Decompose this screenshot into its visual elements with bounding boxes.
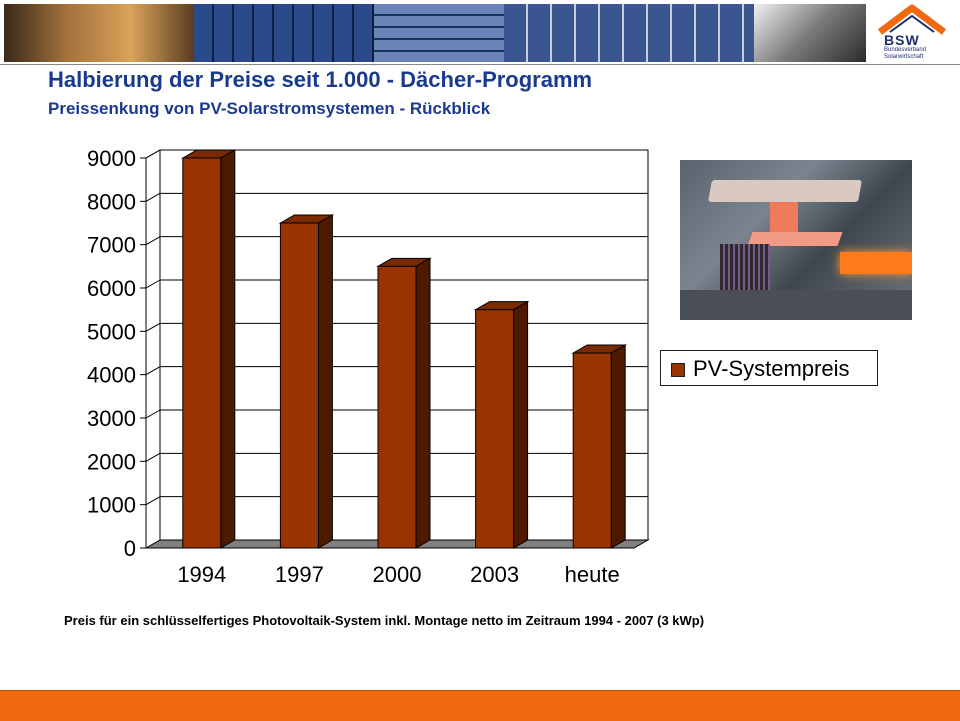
x-tick-label: 2003: [470, 562, 519, 587]
logo-roof-inner-icon: [889, 14, 935, 33]
gridline-depth: [145, 236, 161, 246]
banner-photo-solar-array: [504, 4, 754, 62]
gridline-depth: [145, 452, 161, 462]
x-tick-label: heute: [565, 562, 620, 587]
bar-side: [317, 214, 333, 549]
y-axis-top: [145, 149, 161, 159]
banner-photo-solar-cells: [194, 4, 374, 62]
price-bar-chart: 0 1000 2000 3000 4000 5000 6000 7000 8000 9000 199…: [87, 146, 650, 587]
gridline-depth: [145, 192, 161, 202]
legend-label: PV-Systempreis: [693, 356, 850, 381]
header-divider: [0, 64, 960, 65]
bsw-logo: [877, 4, 947, 35]
y-tick-label: 1000: [87, 493, 136, 518]
bar: [279, 222, 319, 549]
banner-photo-insulators: [754, 4, 866, 62]
y-tick-label: 3000: [87, 406, 136, 431]
bar-side: [415, 257, 431, 549]
gridline-depth: [145, 409, 161, 419]
x-tick-label: 2000: [373, 562, 422, 587]
banner-photo-workers: [4, 4, 194, 62]
logo-text: BSW: [884, 32, 920, 48]
chart-legend: PV-Systempreis: [660, 350, 878, 386]
gridline-depth: [145, 279, 161, 289]
y-tick-label: 6000: [87, 276, 136, 301]
gridline-depth: [145, 496, 161, 506]
gridline-depth: [145, 366, 161, 376]
y-tick-label: 4000: [87, 363, 136, 388]
bar: [377, 265, 417, 549]
legend-swatch: [671, 363, 685, 377]
x-tick-label: 1997: [275, 562, 324, 587]
footer-bar: [0, 690, 960, 721]
logo-roof-icon: [877, 4, 947, 35]
bar: [572, 352, 612, 549]
slide-subtitle: Preissenkung von PV-Solarstromsystemen -…: [48, 99, 491, 118]
y-tick-label: 7000: [87, 233, 136, 258]
logo-subtitle-line1: Bundesverband: [884, 47, 927, 53]
bar-side: [513, 300, 529, 549]
solar-cell-machine-photo: [680, 160, 912, 320]
y-tick-label: 9000: [87, 146, 136, 171]
y-tick-label: 5000: [87, 319, 136, 344]
bar-side: [610, 344, 626, 549]
bar: [182, 157, 222, 549]
header-banner: [4, 4, 866, 62]
footnote: Preis für ein schlüsselfertiges Photovol…: [64, 613, 705, 628]
y-tick-label: 2000: [87, 449, 136, 474]
y-tick-label: 0: [124, 536, 136, 561]
bar: [475, 309, 515, 549]
y-tick-label: 8000: [87, 189, 136, 214]
bar-side: [220, 149, 236, 549]
slide-title: Halbierung der Preise seit 1.000 - Däche…: [48, 67, 593, 92]
banner-photo-panel-grid: [374, 4, 504, 62]
x-tick-label: 1994: [177, 562, 226, 587]
gridline-depth: [145, 322, 161, 332]
logo-subtitle-line2: Solarwirtschaft: [884, 54, 924, 60]
